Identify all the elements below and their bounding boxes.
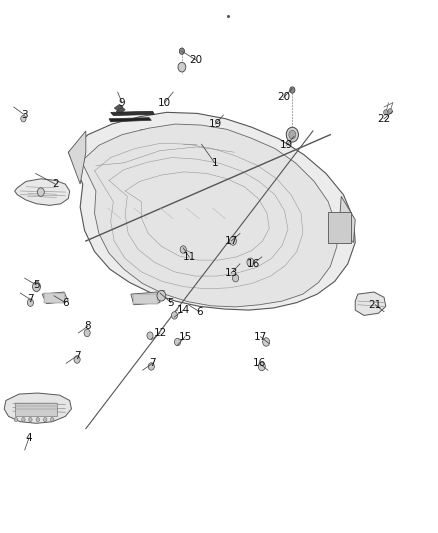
- Circle shape: [171, 312, 177, 319]
- Text: 20: 20: [277, 92, 290, 102]
- Text: 20: 20: [190, 55, 203, 65]
- Bar: [44, 293, 65, 303]
- Circle shape: [263, 338, 270, 346]
- Polygon shape: [81, 124, 337, 307]
- Text: 15: 15: [178, 332, 191, 342]
- Polygon shape: [68, 112, 355, 310]
- Text: 21: 21: [369, 300, 382, 310]
- Text: 6: 6: [62, 297, 69, 308]
- Text: 17: 17: [225, 236, 238, 246]
- Polygon shape: [109, 118, 151, 122]
- Text: 19: 19: [209, 119, 222, 129]
- Text: 12: 12: [153, 328, 167, 338]
- Circle shape: [178, 62, 186, 72]
- Circle shape: [50, 417, 54, 422]
- Text: 16: 16: [253, 358, 266, 368]
- Circle shape: [43, 417, 47, 422]
- Text: 17: 17: [254, 332, 267, 342]
- Circle shape: [37, 188, 44, 196]
- Circle shape: [286, 127, 298, 142]
- Text: 4: 4: [26, 433, 32, 443]
- Circle shape: [290, 87, 295, 93]
- Text: 7: 7: [27, 294, 34, 304]
- Circle shape: [233, 274, 239, 282]
- Polygon shape: [4, 393, 71, 423]
- Bar: [133, 294, 158, 304]
- Circle shape: [21, 417, 25, 422]
- Text: 13: 13: [225, 268, 238, 278]
- Text: 14: 14: [177, 305, 190, 315]
- Polygon shape: [355, 292, 386, 316]
- Text: 3: 3: [21, 110, 28, 120]
- Circle shape: [388, 109, 392, 114]
- Text: 11: 11: [183, 252, 196, 262]
- FancyBboxPatch shape: [328, 212, 351, 243]
- Text: 19: 19: [280, 140, 293, 150]
- Text: 1: 1: [211, 158, 218, 168]
- Polygon shape: [68, 131, 86, 184]
- Text: 6: 6: [196, 306, 203, 317]
- Text: 16: 16: [247, 259, 260, 269]
- Circle shape: [384, 110, 388, 115]
- Polygon shape: [111, 111, 154, 116]
- Text: 22: 22: [378, 114, 391, 124]
- Circle shape: [28, 417, 32, 422]
- Text: 7: 7: [149, 358, 156, 368]
- Polygon shape: [42, 292, 68, 304]
- Circle shape: [32, 282, 40, 292]
- Circle shape: [289, 131, 296, 139]
- Polygon shape: [131, 292, 160, 305]
- Circle shape: [14, 417, 18, 422]
- Text: 9: 9: [119, 98, 125, 108]
- Text: 5: 5: [33, 280, 40, 290]
- Text: 2: 2: [52, 179, 59, 189]
- Bar: [14, 403, 57, 416]
- Circle shape: [36, 417, 39, 422]
- Polygon shape: [339, 196, 355, 243]
- Circle shape: [147, 332, 153, 340]
- Circle shape: [148, 363, 154, 370]
- Circle shape: [174, 338, 180, 346]
- Text: 10: 10: [158, 98, 171, 108]
- Circle shape: [84, 329, 90, 337]
- Circle shape: [157, 290, 166, 301]
- Polygon shape: [14, 179, 70, 205]
- Circle shape: [258, 362, 265, 370]
- Text: 8: 8: [85, 321, 92, 331]
- Polygon shape: [114, 104, 123, 111]
- Polygon shape: [117, 107, 125, 115]
- Circle shape: [179, 48, 184, 54]
- Text: 7: 7: [74, 351, 81, 361]
- Text: 5: 5: [168, 297, 174, 308]
- Circle shape: [180, 246, 186, 253]
- Circle shape: [230, 237, 237, 245]
- Circle shape: [27, 299, 33, 306]
- Circle shape: [247, 258, 254, 266]
- Circle shape: [21, 116, 26, 122]
- Circle shape: [74, 356, 80, 364]
